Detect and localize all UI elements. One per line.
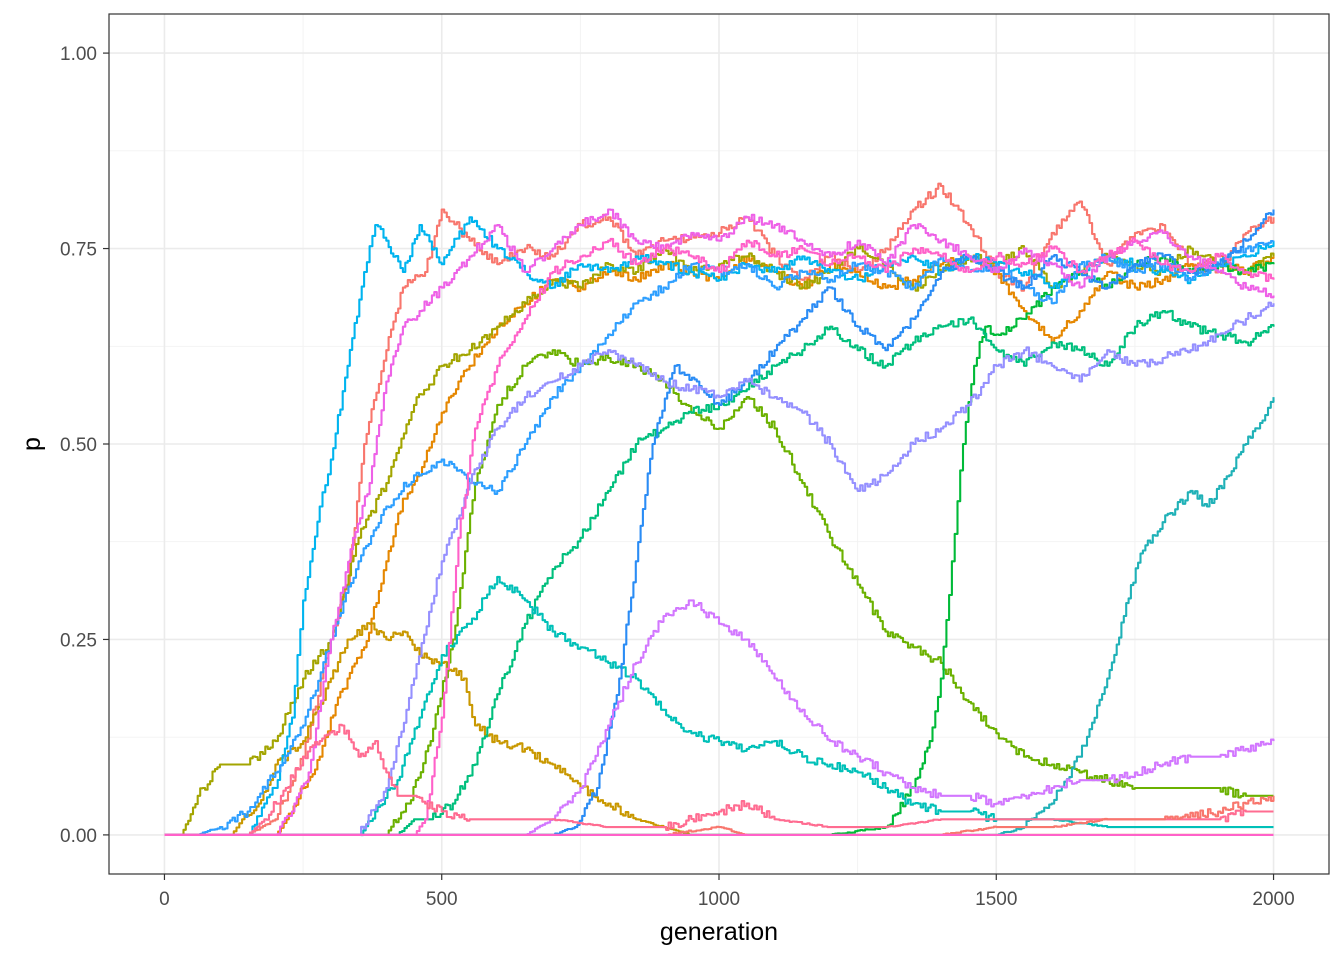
series-line-3 <box>164 622 1274 836</box>
x-tick-label: 2000 <box>1252 889 1294 910</box>
series-line-17 <box>164 723 1274 836</box>
series-line-10 <box>164 397 1275 836</box>
x-tick-label: 0 <box>159 889 170 910</box>
series-line-13 <box>164 301 1275 836</box>
y-tick-label: 0.50 <box>60 435 97 456</box>
x-tick-label: 1500 <box>975 889 1017 910</box>
series-line-5 <box>164 349 1274 836</box>
y-axis-title: p <box>18 437 46 451</box>
series-line-14 <box>164 599 1275 836</box>
series-line-8 <box>164 575 1274 837</box>
x-axis-title: generation <box>660 918 778 946</box>
y-tick-label: 1.00 <box>60 44 97 65</box>
y-tick-label: 0.00 <box>60 826 97 847</box>
series-line-15 <box>164 208 1275 836</box>
series-line-16 <box>164 237 1275 836</box>
series-lines <box>164 182 1275 837</box>
x-tick-label: 500 <box>426 889 458 910</box>
y-tick-label: 0.75 <box>60 240 97 261</box>
y-tick-label: 0.25 <box>60 630 97 651</box>
x-tick-label: 1000 <box>698 889 740 910</box>
x-axis: 0 500 1000 1500 2000 <box>159 874 1295 910</box>
series-line-18 <box>164 795 1275 836</box>
series-line-7 <box>164 309 1275 836</box>
series-line-1 <box>164 182 1275 836</box>
y-axis: 0.00 0.25 0.50 0.75 1.00 <box>60 44 109 847</box>
